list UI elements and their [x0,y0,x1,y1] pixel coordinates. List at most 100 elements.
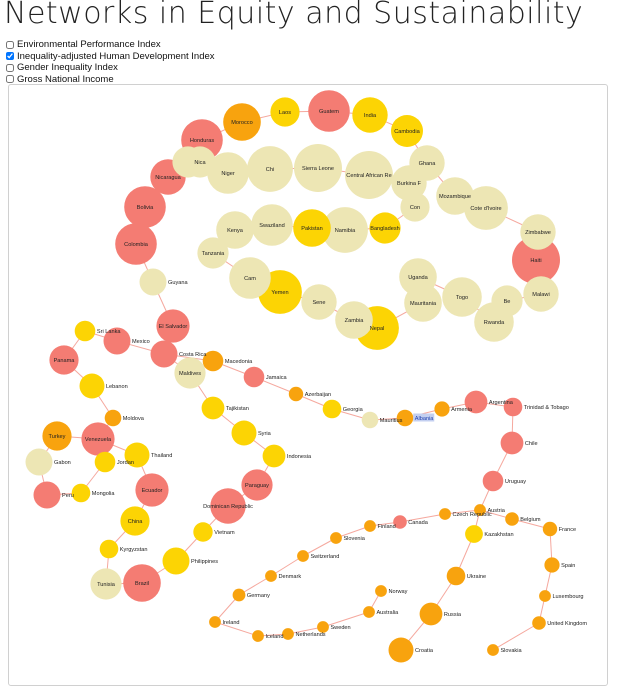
country-node[interactable] [464,186,508,230]
country-node[interactable] [345,151,393,199]
country-node[interactable] [207,152,249,194]
country-node[interactable] [464,390,488,414]
country-node[interactable] [262,444,286,468]
country-node[interactable] [503,397,523,417]
country-node[interactable] [297,550,309,562]
country-node[interactable] [209,616,221,628]
country-node[interactable] [243,366,265,388]
country-node[interactable] [270,97,300,127]
country-node[interactable] [115,223,157,265]
option-checkbox[interactable] [6,52,14,61]
country-node[interactable] [124,442,150,468]
country-node[interactable] [201,396,225,420]
country-node[interactable] [232,588,246,602]
country-node[interactable] [150,340,178,368]
country-node[interactable] [505,512,519,526]
country-node[interactable] [364,520,376,532]
country-node[interactable] [539,590,551,602]
country-node[interactable] [216,211,254,249]
country-node[interactable] [474,504,486,516]
country-node[interactable] [197,237,229,269]
country-node[interactable] [293,209,331,247]
country-node[interactable] [294,144,342,192]
country-node[interactable] [202,350,224,372]
option-checkbox[interactable] [6,75,14,84]
country-node[interactable] [139,268,167,296]
country-node[interactable] [363,606,375,618]
option-checkbox[interactable] [6,40,14,49]
country-node[interactable] [210,488,246,524]
country-node[interactable] [512,236,560,284]
country-node[interactable] [532,616,546,630]
country-node[interactable] [393,515,407,529]
country-node[interactable] [352,97,388,133]
country-node[interactable] [99,539,119,559]
country-node[interactable] [265,570,277,582]
country-node[interactable] [520,214,556,250]
country-node[interactable] [542,521,558,537]
country-node[interactable] [391,115,423,147]
country-node[interactable] [409,145,445,181]
country-node[interactable] [94,451,116,473]
country-node[interactable] [482,470,504,492]
country-node[interactable] [322,399,342,419]
country-node[interactable] [399,258,437,296]
country-node[interactable] [49,345,79,375]
option-gross-national-income[interactable]: Gross National Income [6,74,215,86]
country-node[interactable] [335,301,373,339]
country-node[interactable] [251,204,293,246]
country-node[interactable] [193,522,213,542]
country-node[interactable] [375,585,387,597]
country-node[interactable] [162,547,190,575]
country-node[interactable] [223,103,261,141]
country-node[interactable] [123,564,161,602]
option-environmental-performance[interactable]: Environmental Performance Index [6,39,215,51]
country-node[interactable] [487,644,499,656]
country-node[interactable] [156,309,190,343]
country-node[interactable] [90,568,122,600]
country-node[interactable] [25,448,53,476]
country-node[interactable] [33,481,61,509]
country-node[interactable] [396,409,414,427]
country-node[interactable] [231,420,257,446]
country-node[interactable] [103,327,131,355]
option-gender-inequality[interactable]: Gender Inequality Index [6,62,215,74]
country-node[interactable] [308,90,350,132]
country-node[interactable] [330,532,342,544]
country-node[interactable] [135,473,169,507]
country-node[interactable] [252,630,264,642]
country-node[interactable] [104,409,122,427]
country-node[interactable] [282,628,294,640]
country-node[interactable] [446,566,466,586]
country-node[interactable] [174,357,206,389]
country-node[interactable] [301,284,337,320]
country-node[interactable] [491,285,523,317]
country-node[interactable] [500,431,524,455]
country-node[interactable] [369,212,401,244]
network-graph[interactable]: Laos Guatem India Cambodia Morocco Honduras Ni… [0,0,643,669]
country-node[interactable] [322,207,368,253]
country-node[interactable] [79,373,105,399]
country-node[interactable] [436,177,474,215]
country-node[interactable] [124,186,166,228]
country-node[interactable] [434,401,450,417]
country-node[interactable] [229,257,271,299]
country-node[interactable] [42,421,72,451]
country-node[interactable] [120,506,150,536]
country-node[interactable] [465,525,483,543]
country-node[interactable] [361,411,379,429]
country-node[interactable] [388,637,414,663]
country-node[interactable] [71,483,91,503]
option-inequality-adjusted-hdi[interactable]: Inequality-adjusted Human Development In… [6,51,215,63]
country-node[interactable] [523,276,559,312]
country-node[interactable] [74,320,96,342]
country-node[interactable] [544,557,560,573]
country-node[interactable] [184,146,216,178]
option-checkbox[interactable] [6,63,14,72]
country-node[interactable] [419,602,443,626]
country-node[interactable] [81,422,115,456]
country-node[interactable] [439,508,451,520]
country-node[interactable] [317,621,329,633]
country-node[interactable] [400,192,430,222]
country-node[interactable] [247,146,293,192]
